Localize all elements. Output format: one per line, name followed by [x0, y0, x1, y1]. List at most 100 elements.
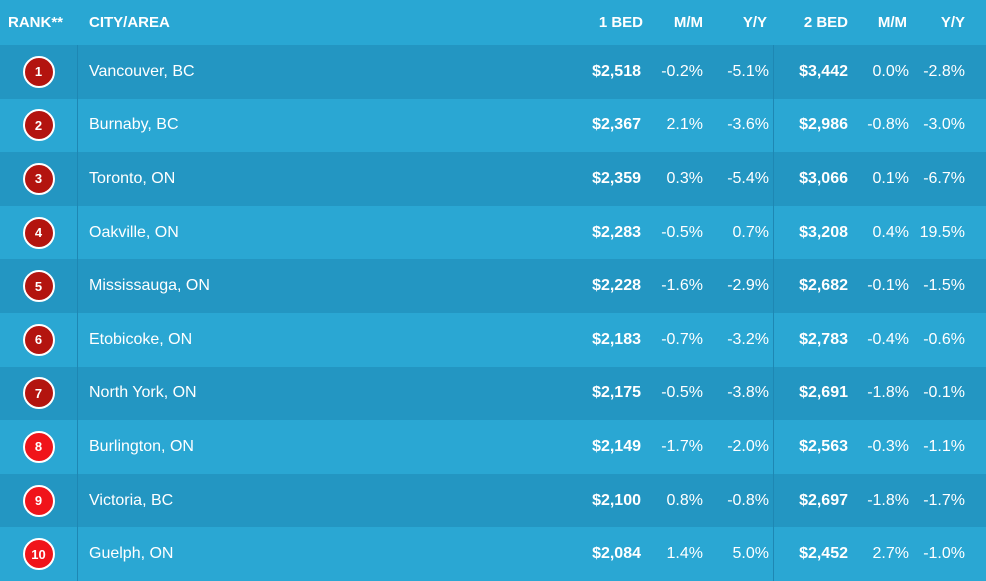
rank-badge: 8: [22, 430, 55, 463]
table-row: 6 Etobicoke, ON $2,183 -0.7% -3.2% $2,783 -0.4…: [0, 312, 986, 367]
one-bed-yy-change: 0.7%: [732, 223, 769, 241]
rank-badge: 2: [22, 109, 55, 142]
header-1-bed: 1 BED: [598, 14, 643, 31]
rank-cell: 3: [0, 152, 78, 206]
one-bed-price: $2,359: [592, 169, 641, 187]
one-bed-price: $2,100: [592, 491, 641, 509]
rank-badge: 9: [22, 484, 55, 517]
two-bed-yy-change: -6.7%: [923, 169, 965, 187]
city-name: Mississauga, ON: [89, 277, 210, 295]
one-bed-yy-change: -3.2%: [727, 330, 769, 348]
one-bed-price: $2,518: [592, 62, 641, 80]
one-bed-mm-change: -1.6%: [661, 277, 703, 295]
one-bed-price: $2,283: [592, 223, 641, 241]
header-2-bed: 2 BED: [803, 14, 848, 31]
rank-badge: 4: [22, 216, 55, 249]
rank-badge: 6: [22, 323, 55, 356]
one-bed-mm-change: 0.8%: [666, 491, 703, 509]
two-bed-price: $2,563: [773, 420, 850, 474]
one-bed-price: $2,175: [592, 384, 641, 402]
two-bed-price: $3,208: [773, 205, 850, 260]
header-1-bed-yy: Y/Y: [742, 14, 767, 31]
one-bed-yy-change: -3.8%: [727, 384, 769, 402]
two-bed-yy-change: -3.0%: [923, 116, 965, 134]
two-bed-yy-change: -1.1%: [923, 437, 965, 455]
rank-cell: 5: [0, 259, 78, 313]
header-2-bed-yy: Y/Y: [940, 14, 965, 31]
header-rank: RANK**: [8, 14, 64, 31]
two-bed-price: $2,783: [773, 312, 850, 367]
one-bed-mm-change: 2.1%: [666, 116, 703, 134]
rank-cell: 9: [0, 473, 78, 528]
two-bed-yy-change: -0.6%: [923, 330, 965, 348]
two-bed-mm-change: 0.4%: [872, 223, 909, 241]
table-header: RANK** CITY/AREA 1 BED M/M Y/Y 2 BED M/M…: [0, 0, 986, 45]
two-bed-mm-change: 2.7%: [872, 545, 909, 563]
two-bed-mm-change: 0.1%: [872, 169, 909, 187]
two-bed-mm-change: -0.4%: [867, 330, 909, 348]
rank-cell: 2: [0, 98, 78, 153]
one-bed-price: $2,367: [592, 116, 641, 134]
one-bed-yy-change: -2.9%: [727, 277, 769, 295]
two-bed-yy-change: -2.8%: [923, 62, 965, 80]
rank-badge: 7: [22, 377, 55, 410]
rank-cell: 10: [0, 527, 78, 581]
two-bed-price: $2,452: [773, 527, 850, 581]
city-name: Burnaby, BC: [89, 116, 179, 134]
city-name: Etobicoke, ON: [89, 330, 193, 348]
two-bed-yy-change: -0.1%: [923, 384, 965, 402]
two-bed-mm-change: -0.8%: [867, 116, 909, 134]
table-row: 2 Burnaby, BC $2,367 2.1% -3.6% $2,986 -0.8% -3…: [0, 98, 986, 153]
rank-badge: 3: [22, 162, 55, 195]
one-bed-yy-change: -5.1%: [727, 62, 769, 80]
table-row: 10 Guelph, ON $2,084 1.4% 5.0% $2,452 2.7% -1.0…: [0, 527, 986, 581]
one-bed-price: $2,183: [592, 330, 641, 348]
header-1-bed-mm: M/M: [673, 14, 703, 31]
two-bed-price: $2,986: [773, 98, 850, 153]
rank-badge: 5: [22, 270, 55, 303]
rank-cell: 6: [0, 312, 78, 367]
table-row: 5 Mississauga, ON $2,228 -1.6% -2.9% $2,682 -0…: [0, 259, 986, 313]
two-bed-yy-change: 19.5%: [919, 223, 965, 241]
two-bed-price: $2,697: [773, 473, 850, 528]
table-row: 3 Toronto, ON $2,359 0.3% -5.4% $3,066 0.1% -6.…: [0, 152, 986, 206]
two-bed-yy-change: -1.0%: [923, 545, 965, 563]
one-bed-mm-change: -0.7%: [661, 330, 703, 348]
one-bed-mm-change: -0.2%: [661, 62, 703, 80]
table-row: 4 Oakville, ON $2,283 -0.5% 0.7% $3,208 0.4% 19…: [0, 205, 986, 260]
one-bed-yy-change: -3.6%: [727, 116, 769, 134]
city-name: Victoria, BC: [89, 491, 174, 509]
one-bed-yy-change: -5.4%: [727, 169, 769, 187]
table-row: 1 Vancouver, BC $2,518 -0.2% -5.1% $3,442 0.0%…: [0, 45, 986, 99]
city-name: Guelph, ON: [89, 545, 174, 563]
city-name: Toronto, ON: [89, 169, 176, 187]
two-bed-price: $3,442: [773, 45, 850, 99]
rank-cell: 4: [0, 205, 78, 260]
one-bed-mm-change: -1.7%: [661, 437, 703, 455]
two-bed-yy-change: -1.5%: [923, 277, 965, 295]
city-name: Oakville, ON: [89, 223, 179, 241]
city-name: Vancouver, BC: [89, 62, 195, 80]
table-body: 1 Vancouver, BC $2,518 -0.2% -5.1% $3,442 0.0%…: [0, 45, 986, 581]
header-city: CITY/AREA: [89, 14, 170, 31]
table-row: 9 Victoria, BC $2,100 0.8% -0.8% $2,697 -1.8% -…: [0, 473, 986, 528]
two-bed-mm-change: -1.8%: [867, 491, 909, 509]
one-bed-yy-change: 5.0%: [732, 545, 769, 563]
rank-badge: 1: [22, 55, 55, 88]
two-bed-mm-change: -0.1%: [867, 277, 909, 295]
city-name: North York, ON: [89, 384, 197, 402]
header-2-bed-mm: M/M: [877, 14, 907, 31]
two-bed-price: $2,682: [773, 259, 850, 313]
table-row: 8 Burlington, ON $2,149 -1.7% -2.0% $2,563 -0.…: [0, 420, 986, 474]
one-bed-price: $2,084: [592, 545, 641, 563]
two-bed-price: $2,691: [773, 366, 850, 421]
one-bed-yy-change: -2.0%: [727, 437, 769, 455]
two-bed-mm-change: -0.3%: [867, 437, 909, 455]
one-bed-mm-change: -0.5%: [661, 223, 703, 241]
one-bed-mm-change: 0.3%: [666, 169, 703, 187]
two-bed-yy-change: -1.7%: [923, 491, 965, 509]
rank-cell: 1: [0, 45, 78, 99]
city-name: Burlington, ON: [89, 437, 194, 455]
rank-cell: 8: [0, 420, 78, 474]
